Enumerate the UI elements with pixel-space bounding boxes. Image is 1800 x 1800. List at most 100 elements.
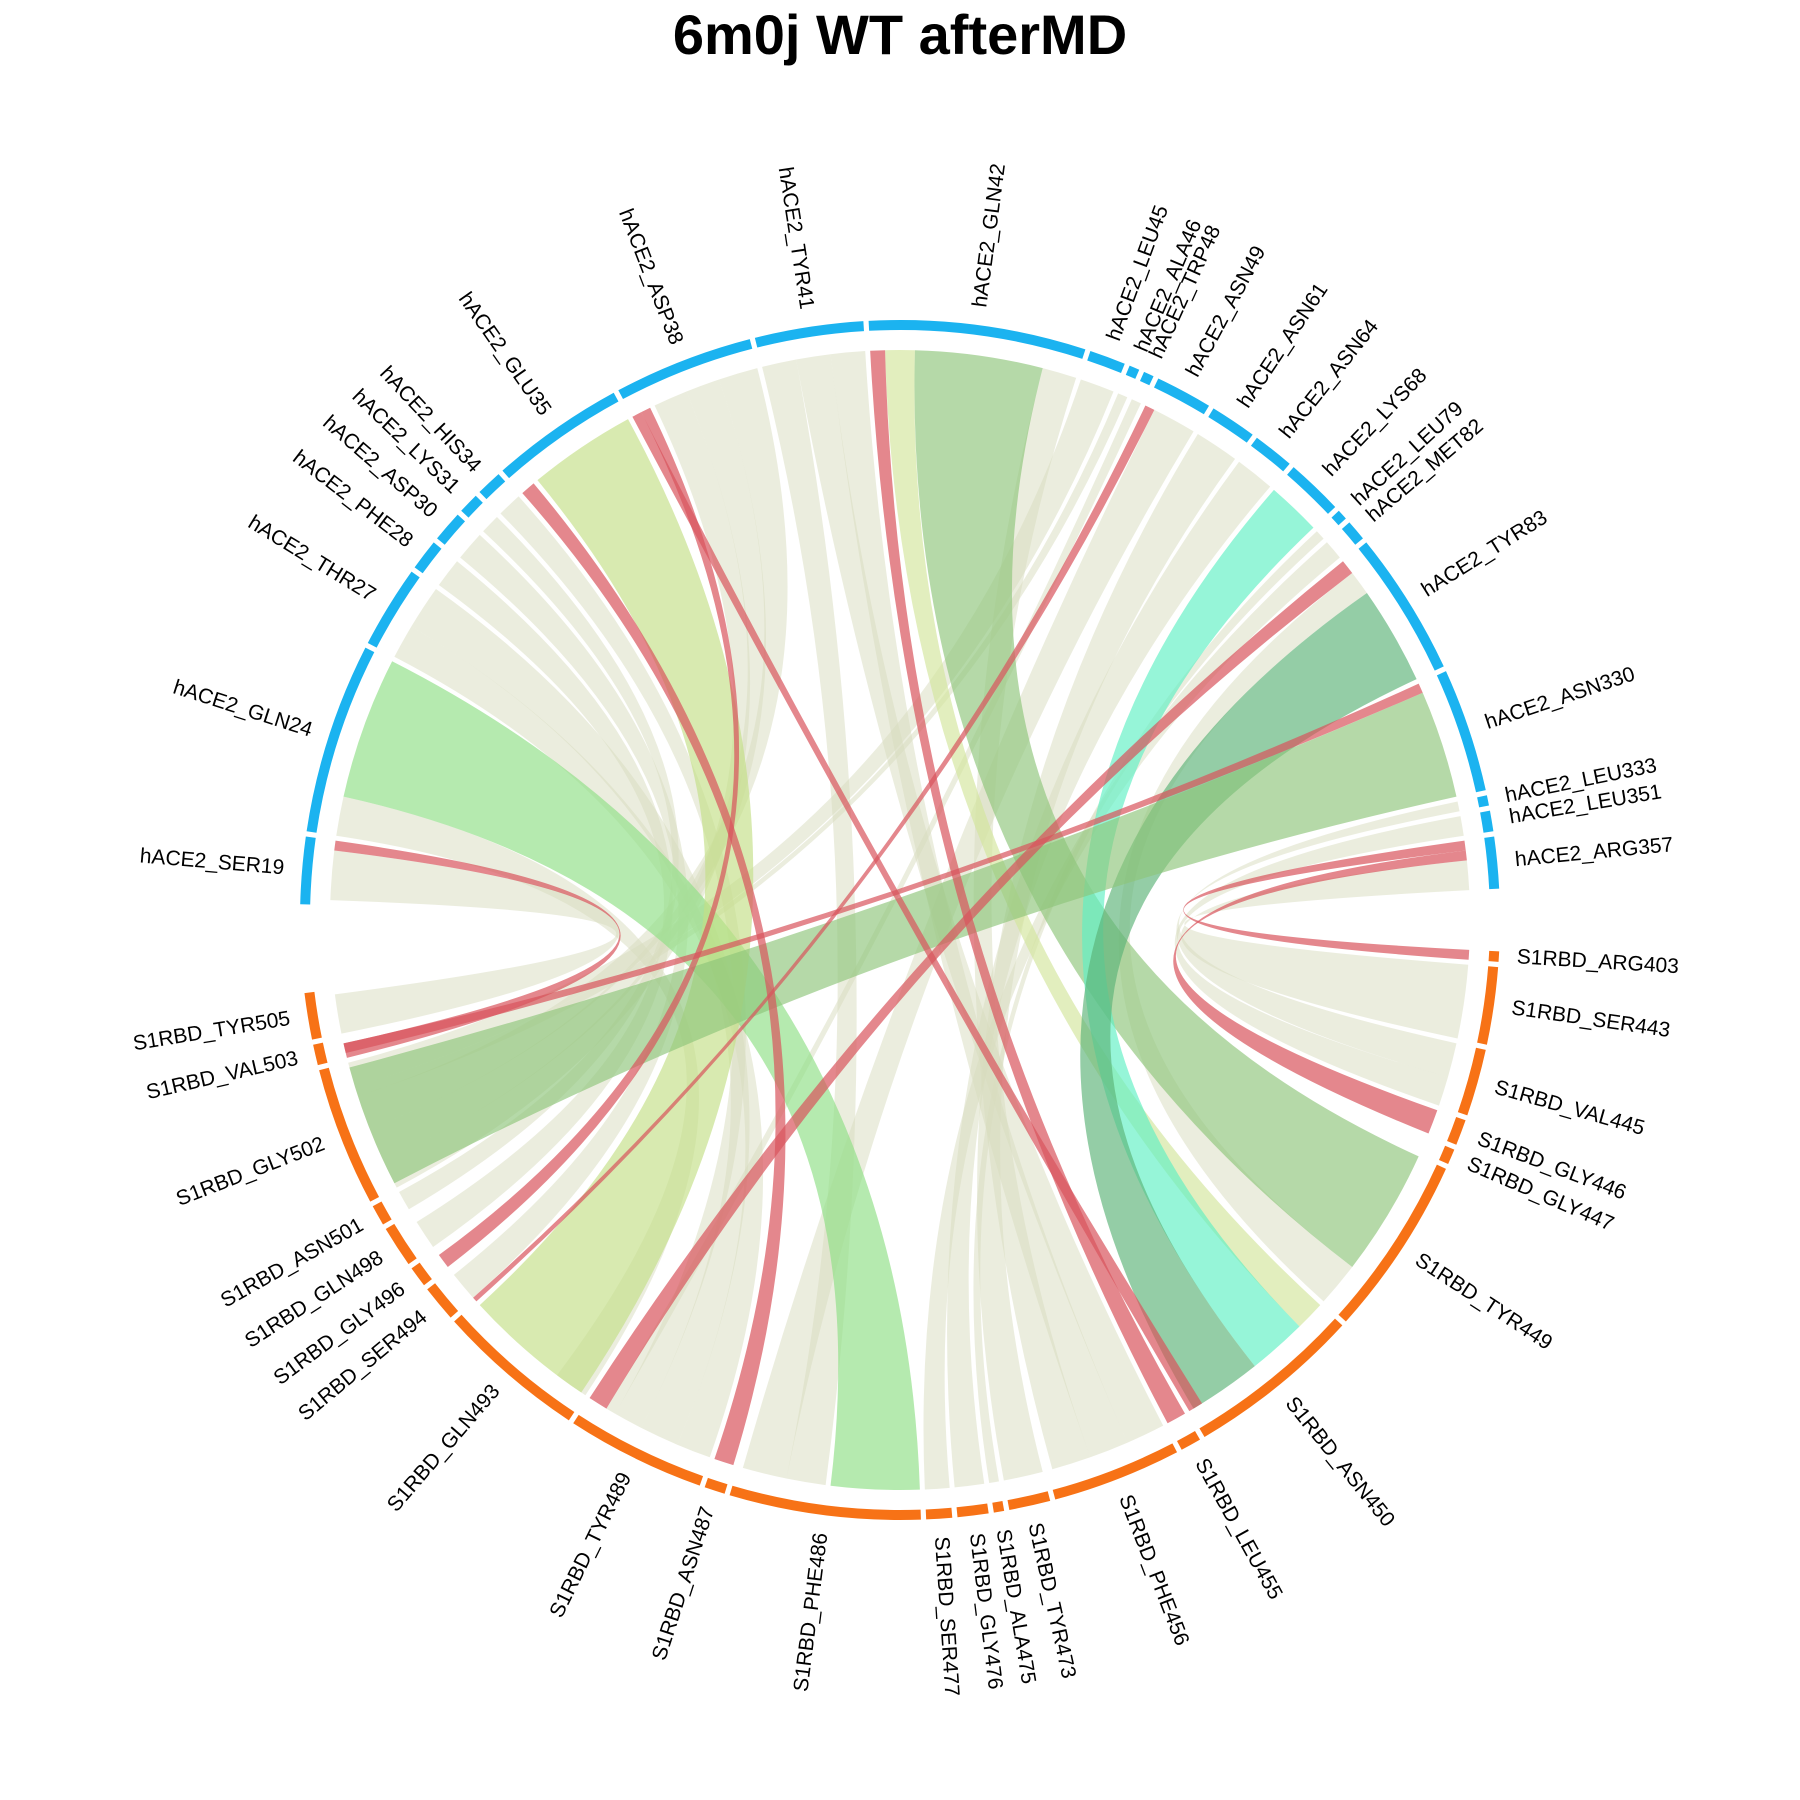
segment-label: S1RBD_ASN450 — [1281, 1392, 1400, 1531]
segment-track-hace2-lys31 — [461, 495, 483, 518]
chord-link — [394, 626, 764, 1458]
segment-label: S1RBD_ASN501 — [217, 1213, 368, 1312]
segment-track-hace2-glu35 — [502, 392, 619, 479]
segment-track-s1rbd-tyr473 — [1007, 1491, 1051, 1510]
segment-track-hace2-asn64 — [1250, 437, 1290, 472]
segment-label: S1RBD_VAL503 — [144, 1047, 300, 1104]
chord-link — [453, 534, 689, 1298]
chord-link — [606, 399, 1141, 1414]
chord-link — [742, 409, 1194, 1479]
segment-track-hace2-leu333 — [1477, 795, 1489, 808]
chord-link — [1118, 573, 1367, 1302]
segment-track-s1rbd-asn450 — [1199, 1318, 1343, 1437]
segment-track-s1rbd-gln498 — [385, 1223, 417, 1265]
segment-label: S1RBD_PHE456 — [1114, 1491, 1193, 1648]
segment-track-hace2-gln24 — [306, 647, 375, 833]
segment-track-hace2-leu351 — [1480, 810, 1494, 833]
segment-track-hace2-asp30 — [437, 514, 466, 545]
segment-label: hACE2_ASP38 — [614, 206, 687, 348]
chord-link — [1181, 860, 1470, 1039]
segment-track-s1rbd-gly446 — [1447, 1116, 1466, 1145]
segment-label: hACE2_GLU35 — [454, 288, 556, 420]
chord-link — [830, 351, 1128, 1458]
segment-track-s1rbd-phe456 — [1052, 1443, 1178, 1500]
segment-label: S1RBD_SER477 — [930, 1536, 963, 1697]
segment-tracks — [300, 319, 1500, 1520]
segment-track-s1rbd-asn501 — [372, 1201, 392, 1225]
segment-track-hace2-tyr41 — [754, 321, 864, 348]
segment-track-hace2-lys68 — [1287, 467, 1336, 514]
segment-track-hace2-asn330 — [1436, 671, 1486, 793]
segment-track-hace2-arg357 — [1484, 836, 1500, 890]
segment-track-s1rbd-phe486 — [729, 1485, 921, 1520]
segment-track-s1rbd-arg403 — [1488, 950, 1500, 962]
chord-link — [1174, 816, 1464, 1106]
segment-label: S1RBD_LEU455 — [1190, 1454, 1287, 1603]
chord-link — [977, 434, 1236, 1481]
segment-label: S1RBD_SER443 — [1510, 996, 1672, 1042]
segment-label: hACE2_GLN24 — [170, 676, 315, 742]
chord-link — [522, 483, 786, 1466]
segment-label: S1RBD_GLN493 — [383, 1380, 505, 1516]
chord-link — [1173, 850, 1467, 1134]
chord-links — [330, 350, 1470, 1490]
segment-track-hace2-leu79 — [1331, 510, 1346, 526]
chord-link — [796, 354, 1164, 1443]
chord-link — [357, 368, 788, 1129]
chord-link — [1082, 489, 1314, 1367]
segment-track-s1rbd-leu455 — [1176, 1430, 1200, 1450]
chord-link — [1176, 801, 1460, 1078]
segment-label: S1RBD_ASN487 — [648, 1504, 719, 1663]
segment-track-s1rbd-gly496 — [411, 1262, 432, 1286]
segment-track-s1rbd-ser443 — [1477, 966, 1499, 1045]
segment-track-s1rbd-ala475 — [992, 1501, 1005, 1513]
segment-track-hace2-trp48 — [1139, 371, 1154, 386]
segment-label: S1RBD_GLY502 — [173, 1132, 328, 1210]
segment-label: S1RBD_TYR449 — [1411, 1248, 1556, 1354]
segment-track-s1rbd-ser477 — [925, 1507, 953, 1520]
chord-link — [349, 692, 1457, 1184]
segment-label: hACE2_TYR83 — [1417, 506, 1551, 602]
segment-label: hACE2_TYR41 — [774, 165, 819, 310]
segment-label: hACE2_GLN42 — [968, 162, 1010, 309]
segment-track-s1rbd-tyr505 — [304, 991, 322, 1040]
chord-link — [914, 350, 1419, 1267]
segment-track-hace2-leu45 — [1087, 351, 1125, 373]
chord-link — [330, 850, 619, 1034]
segment-label: S1RBD_ARG403 — [1516, 945, 1679, 978]
segment-track-hace2-asn49 — [1154, 378, 1210, 415]
segment-track-s1rbd-gln493 — [454, 1314, 575, 1421]
chord-link — [1183, 840, 1470, 960]
chord-link — [479, 419, 754, 1393]
segment-track-hace2-ser19 — [300, 836, 316, 905]
segment-track-s1rbd-ser494 — [427, 1283, 459, 1318]
segment-label: S1RBD_TYR489 — [545, 1469, 636, 1622]
segment-track-hace2-thr27 — [367, 571, 420, 648]
segment-track-s1rbd-val445 — [1457, 1047, 1486, 1116]
segment-track-s1rbd-gly447 — [1438, 1145, 1455, 1165]
segment-label: hACE2_THR27 — [244, 511, 379, 606]
segment-track-hace2-gln42 — [868, 319, 1086, 359]
segment-track-hace2-his34 — [479, 474, 506, 500]
segment-track-s1rbd-asn487 — [704, 1477, 728, 1494]
segment-label: S1RBD_PHE486 — [789, 1531, 832, 1693]
segment-track-hace2-tyr83 — [1358, 542, 1444, 671]
segment-label: hACE2_PHE28 — [288, 446, 417, 552]
segment-track-hace2-phe28 — [414, 542, 442, 574]
segment-label: S1RBD_VAL445 — [1492, 1076, 1647, 1140]
segment-label: hACE2_SER19 — [139, 844, 285, 879]
segment-track-hace2-asn61 — [1208, 408, 1253, 443]
segment-track-s1rbd-tyr489 — [573, 1414, 704, 1486]
segment-track-hace2-met82 — [1341, 522, 1363, 545]
chord-link — [343, 661, 920, 1490]
segment-label: hACE2_ARG357 — [1514, 833, 1674, 871]
segment-track-hace2-ala46 — [1125, 365, 1140, 379]
segment-track-s1rbd-gly502 — [319, 1067, 380, 1202]
segment-track-s1rbd-tyr449 — [1338, 1164, 1446, 1322]
segment-label: S1RBD_TYR505 — [131, 1007, 291, 1055]
segment-track-hace2-asp38 — [618, 339, 753, 400]
segment-track-s1rbd-gly476 — [956, 1503, 989, 1518]
segment-label: hACE2_ASN330 — [1482, 662, 1638, 733]
